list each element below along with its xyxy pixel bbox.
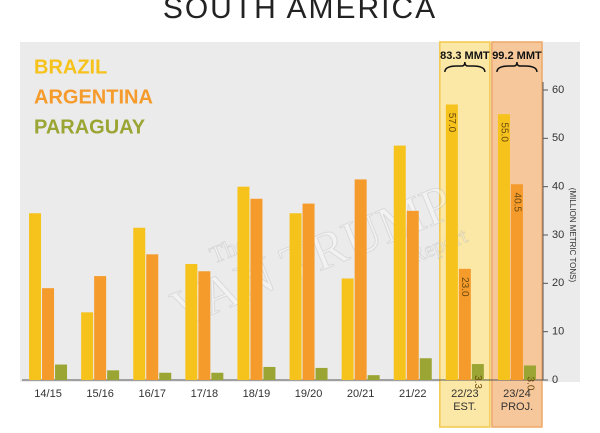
y-tick-label: 50 [552,132,564,144]
x-tick-label: 14/15 [34,388,62,400]
bar [458,268,471,380]
bar [471,364,484,380]
x-tick-label: 19/20 [294,388,323,400]
y-tick-label: 30 [552,229,564,241]
y-tick-label: 60 [552,84,564,96]
value-label: 40.5 [511,193,522,213]
x-tick-label: 23/24 PROJ. [500,388,534,413]
x-tick-label: 22/23 EST. [451,388,479,413]
bar [315,367,328,380]
bar [250,198,263,380]
x-tick-label: 21/22 [398,388,427,400]
bar [81,312,94,380]
bar [341,278,354,380]
bar [497,114,510,381]
x-tick-label: 18/19 [242,388,271,400]
bar [367,375,380,380]
bar [29,213,42,380]
bar [133,227,146,380]
y-tick-label: 10 [552,326,564,338]
bar [445,104,458,380]
bar [94,276,107,380]
bar [198,271,211,380]
x-tick-label: 20/21 [346,388,375,400]
x-tick-label: 16/17 [138,388,166,400]
legend-entry: BRAZIL [34,56,107,78]
bar [107,370,120,380]
value-label: 23.0 [459,277,470,297]
value-label: 55.0 [498,122,509,142]
x-tick-label: 15/16 [86,388,114,400]
annotation-brace [444,61,486,73]
y-tick-label: 40 [552,181,564,193]
bar [211,372,224,380]
value-label: 3.3 [472,375,483,389]
bar [42,288,55,380]
bar [523,365,536,380]
bar [510,184,523,380]
legend-entry: PARAGUAY [34,116,146,138]
annotation: 83.3 MMT [440,50,490,62]
y-tick-label: 0 [552,374,558,386]
bar [185,264,198,380]
bar [419,358,432,380]
annotation: 99.2 MMT [492,50,542,62]
bar [354,179,367,380]
y-axis-label: (MILLION METRIC TONS) [568,188,577,283]
bar [55,364,68,380]
annotation-brace [496,61,538,73]
bar [406,210,419,380]
bar [393,145,406,380]
bar [159,372,172,380]
value-label: 3.0 [524,377,535,391]
bar [302,203,315,380]
bar [289,213,302,380]
bar [263,366,276,380]
bar [146,254,159,380]
chart-title: SOUTH AMERICA [163,0,437,25]
legend-entry: ARGENTINA [34,86,153,108]
value-label: 57.0 [446,113,457,133]
y-tick-label: 20 [552,277,564,289]
bar [237,186,250,380]
x-tick-label: 17/18 [190,388,219,400]
